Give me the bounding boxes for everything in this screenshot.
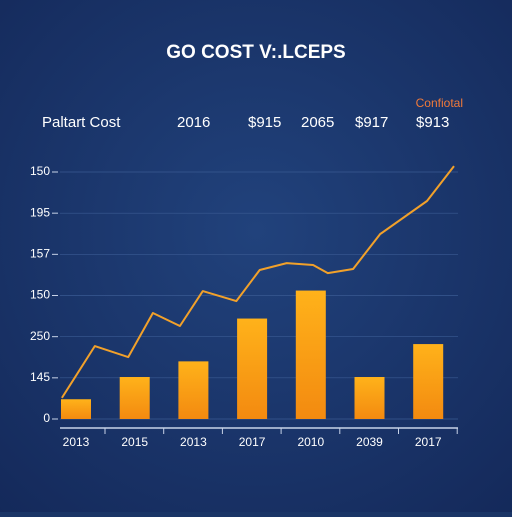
bar [178,361,209,419]
y-tick-label: 150 [30,164,50,178]
bar [295,290,326,419]
y-tick-label: 0 [43,411,50,425]
header-cell: 2065 [301,114,334,131]
chart-title: GO COST V:.LCEPS [166,42,345,63]
header-cell: 2016 [177,114,210,131]
header-cell: $917 [355,114,388,131]
header-cell: $915 [248,114,281,131]
x-tick-label: 2039 [356,435,383,449]
corner-label: Confiotal [416,96,463,110]
y-tick-label: 195 [30,205,50,219]
x-tick-label: 2013 [180,435,207,449]
y-tick-label: 145 [30,370,50,384]
bar [61,399,91,419]
bar [354,377,385,419]
y-tick-label: 250 [30,329,50,343]
x-tick-label: 2015 [121,435,148,449]
bar [237,318,268,419]
y-tick-label: 150 [30,288,50,302]
bar [413,344,444,419]
line [61,165,455,399]
header-cell: Paltart Cost [42,114,121,131]
bar [119,377,150,419]
x-tick-label: 2013 [63,435,90,449]
header-cell: $913 [416,114,449,131]
x-tick-label: 2017 [415,435,442,449]
x-tick-label: 2010 [297,435,324,449]
x-tick-label: 2017 [239,435,266,449]
y-tick-label: 157 [30,247,50,261]
